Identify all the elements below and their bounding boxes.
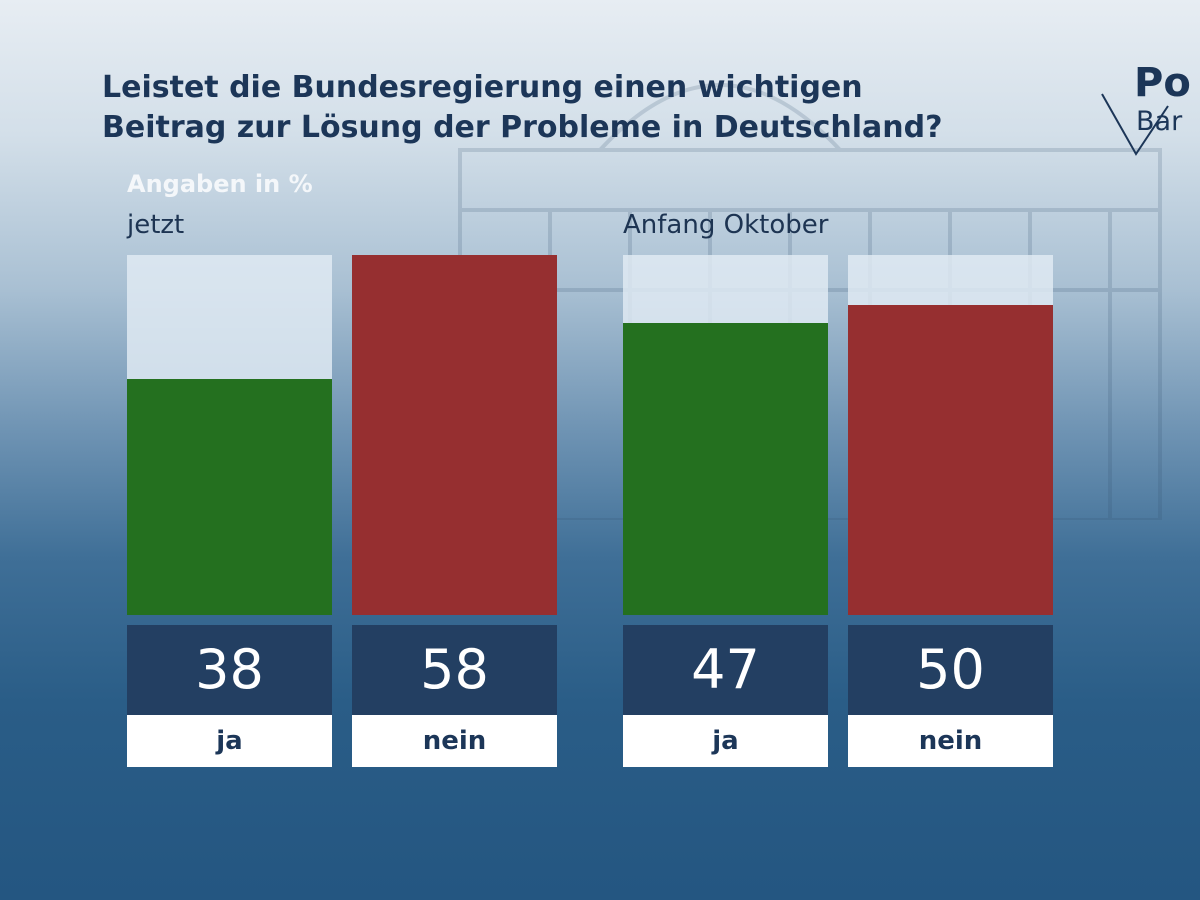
chart-title-line-2: Beitrag zur Lösung der Probleme in Deuts… <box>102 110 943 145</box>
data-label-nein-2: 50 <box>848 625 1053 715</box>
bar-ja-1 <box>127 379 332 615</box>
category-label-nein-2: nein <box>848 715 1053 767</box>
bar-ja-2 <box>623 323 828 615</box>
logo-text-line-1: Po <box>1134 60 1191 106</box>
logo-text-line-2: Bar <box>1136 106 1183 137</box>
bar-track <box>352 255 557 615</box>
logo-checkmark-icon <box>1101 93 1169 156</box>
group-label-1: jetzt <box>127 210 185 240</box>
bar-track <box>623 255 828 615</box>
category-label-ja-1: ja <box>127 715 332 767</box>
chart-title: Leistet die Bundesregierung einen wichti… <box>102 68 942 148</box>
politbarometer-logo: Po Bar <box>1100 60 1200 160</box>
data-label-nein-1: 58 <box>352 625 557 715</box>
group-label-2: Anfang Oktober <box>623 210 829 240</box>
bar-nein-1 <box>352 255 557 615</box>
category-label-nein-1: nein <box>352 715 557 767</box>
bar-track <box>127 255 332 615</box>
data-label-ja-1: 38 <box>127 625 332 715</box>
plot-area-2 <box>623 255 1053 615</box>
plot-area-1 <box>127 255 557 615</box>
unit-label: Angaben in % <box>127 170 313 198</box>
bar-track <box>848 255 1053 615</box>
chart-title-line-1: Leistet die Bundesregierung einen wichti… <box>102 70 863 105</box>
data-label-ja-2: 47 <box>623 625 828 715</box>
bar-nein-2 <box>848 304 1053 615</box>
category-label-ja-2: ja <box>623 715 828 767</box>
